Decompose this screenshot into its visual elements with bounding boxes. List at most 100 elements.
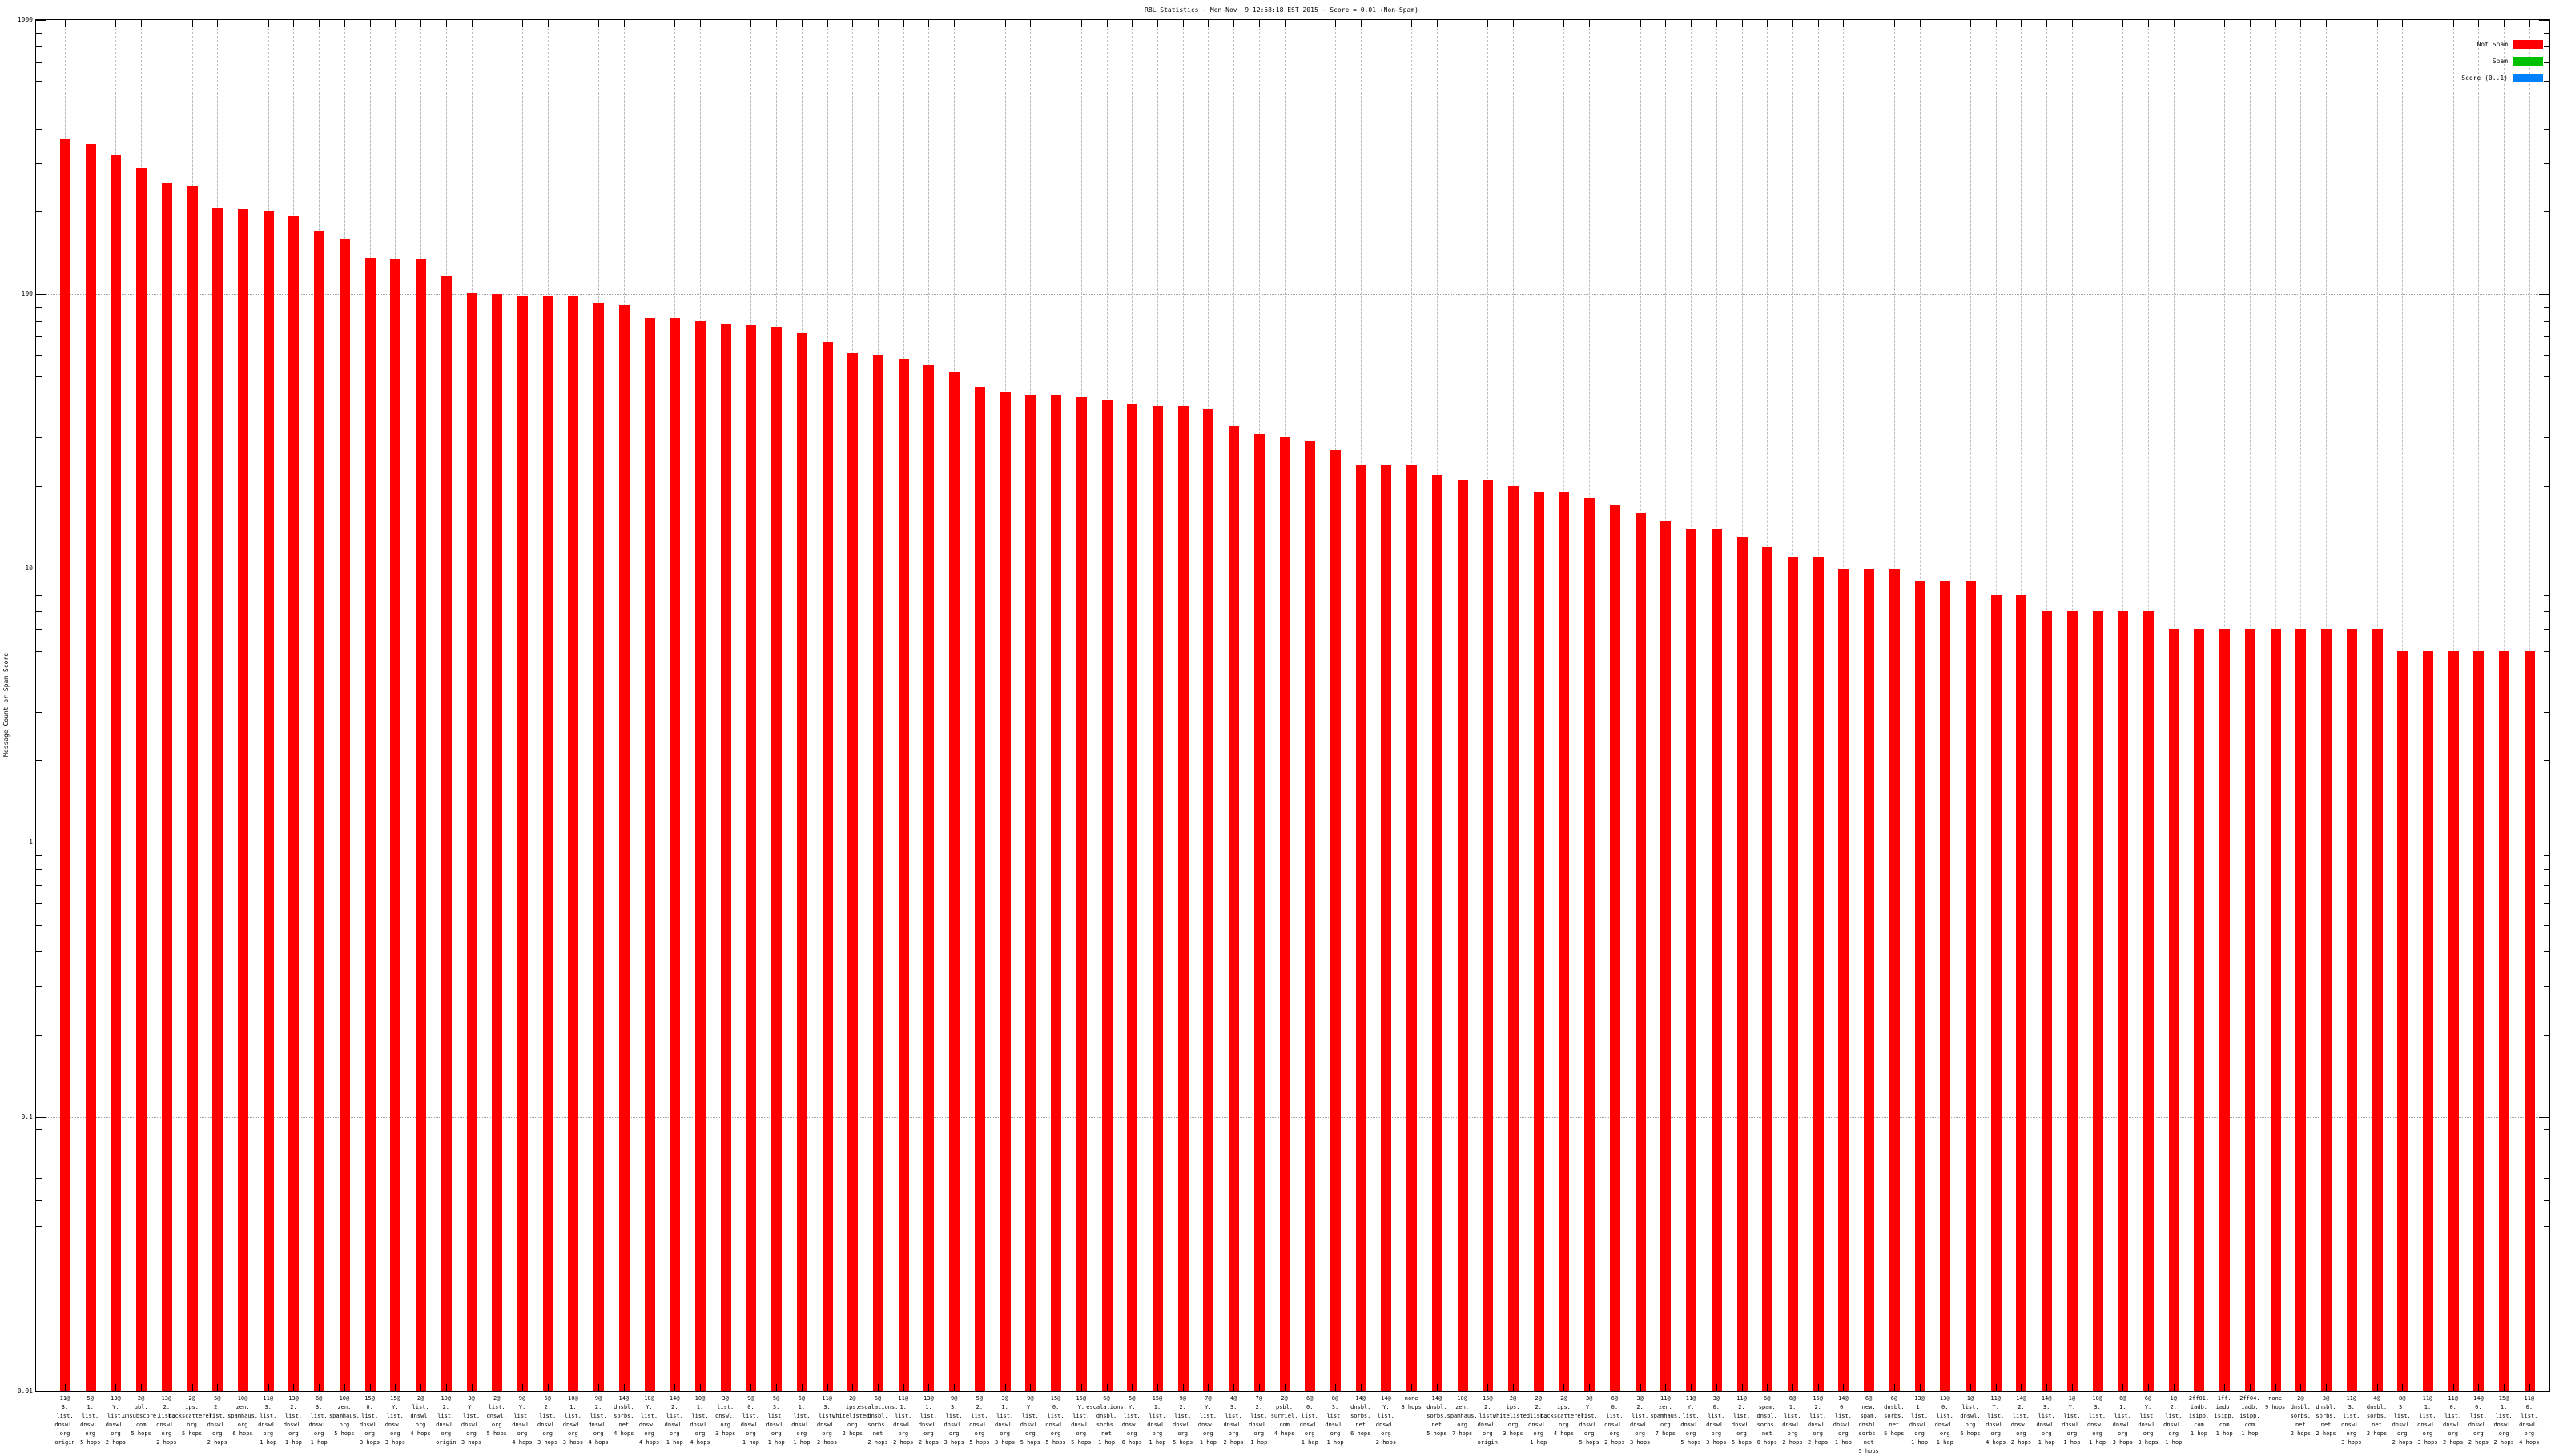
x-tick bbox=[2452, 20, 2454, 27]
bar-not-spam bbox=[1889, 568, 1900, 1391]
x-axis-label: 8@ 3. list. dnswl. org 1 hop bbox=[1325, 1395, 1346, 1446]
x-axis-label: 5@ 2. list. dnswl. org 3 hops bbox=[537, 1395, 558, 1446]
x-tick bbox=[2326, 20, 2328, 27]
y-minor-tick bbox=[2544, 1199, 2549, 1201]
x-axis-label: 3@ Y. list. dnswl. org 5 hops bbox=[1579, 1395, 1599, 1446]
bar-not-spam bbox=[1864, 568, 1875, 1391]
x-axis-label: 15@ Y. list. dnswl. org 3 hops bbox=[384, 1395, 406, 1446]
bar-not-spam bbox=[618, 305, 630, 1391]
legend-entry: Not Spam bbox=[2476, 40, 2543, 49]
x-axis-label: none 8 hops bbox=[1401, 1395, 1422, 1410]
x-axis-label: 14@ dnsbl. sorbs. net 4 hops bbox=[614, 1395, 634, 1437]
bar-not-spam bbox=[238, 209, 249, 1391]
x-tick bbox=[1513, 1384, 1515, 1391]
x-tick bbox=[2148, 20, 2150, 27]
y-minor-tick bbox=[36, 986, 42, 987]
x-tick bbox=[1335, 20, 1336, 27]
y-tick bbox=[2539, 1391, 2549, 1392]
y-minor-tick bbox=[36, 129, 42, 131]
y-axis-label: Message Count or Spam Score bbox=[2, 652, 10, 758]
bar-not-spam bbox=[2321, 629, 2332, 1391]
x-tick bbox=[319, 20, 320, 27]
x-axis-label: 5@ Y. list. dnswl. org 6 hops bbox=[1121, 1395, 1142, 1446]
bar-not-spam bbox=[1533, 492, 1544, 1391]
bar-not-spam bbox=[1101, 400, 1113, 1391]
x-tick bbox=[344, 1384, 345, 1391]
bar-not-spam bbox=[974, 386, 985, 1391]
bar-not-spam bbox=[898, 359, 909, 1391]
legend-label: Score (0..1) bbox=[2461, 74, 2508, 82]
x-axis-label: 7@ 2. list. dnswl. org 1 hop bbox=[1249, 1395, 1269, 1446]
bar-not-spam bbox=[1813, 557, 1824, 1391]
x-tick bbox=[1436, 1384, 1438, 1391]
x-tick bbox=[141, 20, 143, 27]
y-minor-tick bbox=[2544, 485, 2549, 487]
x-tick bbox=[903, 20, 904, 27]
x-tick bbox=[1589, 1384, 1591, 1391]
x-tick bbox=[344, 20, 345, 27]
x-axis-label: 6@ dnsbl. sorbs. net 5 hops bbox=[1884, 1395, 1905, 1437]
x-tick bbox=[2249, 1384, 2251, 1391]
x-tick bbox=[2021, 1384, 2022, 1391]
bar-not-spam bbox=[1330, 450, 1341, 1391]
x-tick bbox=[2122, 20, 2124, 27]
y-tick bbox=[36, 20, 46, 21]
y-minor-tick bbox=[36, 885, 42, 887]
bar-not-spam bbox=[1584, 498, 1595, 1391]
x-tick bbox=[623, 20, 625, 27]
x-tick bbox=[2504, 20, 2505, 27]
x-tick bbox=[2326, 1384, 2328, 1391]
bar-not-spam bbox=[720, 324, 731, 1391]
x-tick bbox=[471, 20, 473, 27]
bar-not-spam bbox=[1660, 520, 1672, 1391]
x-axis-label: 2@ psbl. surriel. com 4 hops bbox=[1270, 1395, 1298, 1437]
x-axis-label: 11@ zen. spamhaus. org 7 hops bbox=[1650, 1395, 1681, 1437]
x-tick bbox=[1767, 1384, 1768, 1391]
x-tick bbox=[801, 20, 803, 27]
bar-not-spam bbox=[2118, 610, 2129, 1391]
bar-not-spam bbox=[2524, 650, 2535, 1391]
bar-not-spam bbox=[822, 341, 833, 1391]
x-tick bbox=[878, 1384, 879, 1391]
y-minor-tick bbox=[2544, 376, 2549, 378]
x-axis-label: 15@ 2. list. dnswl. org 2 hops bbox=[1808, 1395, 1829, 1446]
bar-not-spam bbox=[1559, 492, 1570, 1391]
y-minor-tick bbox=[2544, 211, 2549, 213]
x-axis-label: 11@ 3. list. dnswl. org 3 hops bbox=[2341, 1395, 2362, 1446]
x-tick bbox=[674, 1384, 676, 1391]
x-axis-label: 10@ Y. list. dnswl. org 4 hops bbox=[638, 1395, 660, 1446]
bar-not-spam bbox=[1736, 537, 1748, 1391]
x-tick bbox=[217, 20, 219, 27]
x-tick bbox=[1080, 20, 1082, 27]
x-axis-label: 6@ Y. list. dnswl. org 3 hops bbox=[2138, 1395, 2159, 1446]
x-axis-label: 2@ ips. whitelisted. org 2 hops bbox=[832, 1395, 873, 1437]
x-tick bbox=[827, 1384, 828, 1391]
x-tick bbox=[1132, 1384, 1133, 1391]
x-tick bbox=[1284, 20, 1286, 27]
x-tick bbox=[2478, 20, 2480, 27]
bar-not-spam bbox=[1203, 409, 1214, 1391]
x-axis-label: 1@ Y. list. dnswl. org 1 hop bbox=[2062, 1395, 2082, 1446]
x-tick bbox=[293, 20, 295, 27]
bar-not-spam bbox=[1177, 406, 1189, 1391]
bar-not-spam bbox=[1406, 464, 1418, 1391]
y-tick-label: 1000 bbox=[17, 16, 33, 23]
y-minor-tick bbox=[2544, 355, 2549, 356]
x-tick bbox=[2504, 1384, 2505, 1391]
y-minor-tick bbox=[2544, 1129, 2549, 1131]
x-tick bbox=[1767, 20, 1768, 27]
x-axis-label: 14@ 3. list. dnswl. org 1 hop bbox=[2036, 1395, 2057, 1446]
x-tick bbox=[2275, 1384, 2276, 1391]
bar-not-spam bbox=[339, 239, 350, 1391]
x-tick bbox=[776, 1384, 778, 1391]
x-axis-label: 10@ zen. spamhaus. org 5 hops bbox=[328, 1395, 360, 1437]
x-tick bbox=[1004, 1384, 1006, 1391]
x-axis-label: 11@ 1. list. dnswl. org 3 hops bbox=[2417, 1395, 2438, 1446]
bar-not-spam bbox=[1686, 528, 1697, 1391]
x-tick bbox=[2376, 1384, 2378, 1391]
x-tick bbox=[2402, 1384, 2404, 1391]
x-tick bbox=[1258, 1384, 1260, 1391]
x-tick bbox=[420, 20, 422, 27]
x-axis-label: 6@ escalations. dnsbl. sorbs. net 2 hops bbox=[857, 1395, 899, 1446]
bar-not-spam bbox=[746, 325, 757, 1391]
